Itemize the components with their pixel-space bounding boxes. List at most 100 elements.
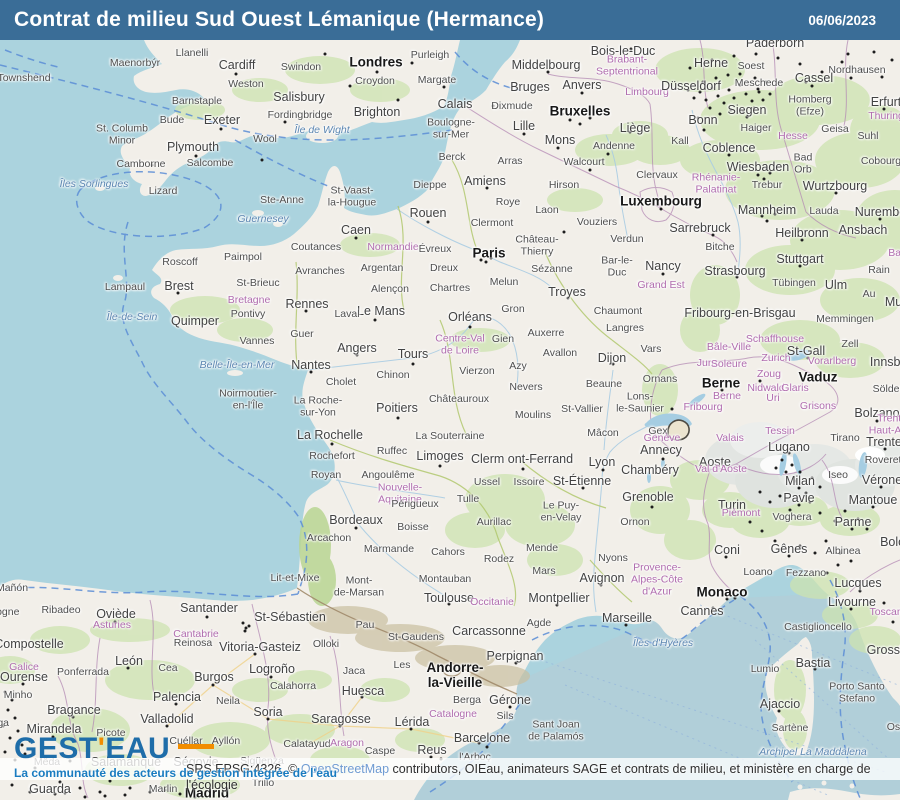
logo-apostrophe: ': [97, 732, 106, 765]
map-label: St-Sébastien: [254, 610, 326, 624]
map-label: Iseo: [828, 469, 848, 482]
map-label: Schaffhouse: [745, 333, 805, 346]
map-dot: [6, 708, 10, 712]
map-dot: [126, 666, 130, 670]
map-label: Mâcon: [587, 427, 619, 440]
map-dot: [588, 116, 592, 120]
map-label: Valais: [716, 432, 744, 445]
map-label: Vorarlberg: [807, 355, 857, 368]
map-label: Hirson: [548, 179, 580, 192]
map-dot: [484, 260, 488, 264]
map-label: Bâle-Ville: [706, 341, 752, 354]
map-label: Périgueux: [391, 498, 439, 511]
map-dot: [348, 84, 352, 88]
map-dot: [556, 146, 560, 150]
map-label: St-Vaast- la-Hougue: [327, 184, 377, 208]
map-label: La Roche- sur-Yon: [293, 394, 343, 418]
map-dot: [702, 128, 706, 132]
map-dot: [710, 86, 714, 90]
map-dot: [375, 70, 379, 74]
map-dot: [768, 500, 772, 504]
map-dot: [578, 122, 582, 126]
map-label: Lit-et-Mixe: [270, 572, 320, 585]
map-dot: [872, 50, 876, 54]
map-label: St-Brieuc: [236, 277, 280, 290]
map-dot: [871, 505, 875, 509]
logo-eau: EAU: [105, 732, 171, 765]
map-dot: [489, 256, 493, 260]
map-label: Wool: [253, 133, 277, 146]
map-label: Gron: [501, 303, 525, 316]
map-label: Royan: [310, 469, 342, 482]
map-dot: [711, 606, 715, 610]
map-label: Vars: [640, 343, 662, 356]
map-label: Cantabrie: [173, 628, 219, 641]
map-dot: [797, 486, 801, 490]
map-label: Swindon: [280, 61, 322, 74]
map-dot: [148, 790, 152, 794]
map-dot: [787, 554, 791, 558]
map-dot: [354, 236, 358, 240]
belle-ile-island: [227, 370, 243, 376]
map-label: Albinea: [825, 545, 861, 558]
map-dot: [163, 788, 167, 792]
map-label: Îles Sorlingues: [59, 178, 129, 191]
map-dot: [858, 589, 862, 593]
map-dot: [748, 520, 752, 524]
map-label: Mons: [544, 133, 576, 147]
map-dot: [787, 451, 791, 455]
map-label: Beaune: [585, 378, 623, 391]
map-label: Grand Est: [637, 279, 685, 292]
map-dot: [241, 621, 245, 625]
logo-orange-dash: [178, 744, 215, 749]
map-label: Chambéry: [621, 463, 679, 477]
map-dot: [485, 745, 489, 749]
map-dot: [51, 735, 55, 739]
map-label: Ornans: [642, 373, 678, 386]
map-dot: [396, 98, 400, 102]
map-dot: [716, 94, 720, 98]
map-label: Alençon: [371, 283, 409, 296]
map-dot: [725, 597, 729, 601]
map-canvas[interactable]: Townshend Maenorbýr Llanelli Cardiff Swindon…: [0, 40, 900, 800]
map-label: Pau: [355, 619, 375, 632]
map-dot: [810, 476, 814, 480]
country-borders: [57, 40, 900, 799]
map-label: Tirano: [830, 432, 860, 445]
map-dot: [780, 458, 784, 462]
landes-forest: [299, 507, 336, 606]
map-dot: [606, 152, 610, 156]
map-label: Lizard: [148, 185, 178, 198]
map-dot: [266, 717, 270, 721]
openstreetmap-link[interactable]: OpenStreetMap: [300, 762, 390, 776]
contract-area-polygon[interactable]: [667, 419, 690, 441]
map-dot: [599, 583, 603, 587]
map-label: Uri: [766, 392, 780, 405]
map-dot: [836, 563, 840, 567]
map-label: Jura: [696, 357, 718, 370]
map-dot: [742, 589, 746, 593]
map-label: Sölden: [872, 383, 900, 396]
map-label: Oviède: [96, 607, 136, 621]
map-label: Arras: [497, 155, 523, 168]
map-label: Limbourg: [625, 86, 669, 99]
map-dot: [726, 73, 730, 77]
map-label: Exeter: [203, 113, 241, 127]
map-label: Zell: [841, 338, 859, 351]
map-dot: [330, 442, 334, 446]
map-dot: [704, 98, 708, 102]
map-label: Purleigh: [410, 49, 450, 62]
map-dot: [810, 84, 814, 88]
map-dot: [733, 596, 737, 600]
map-label: Le Mans: [357, 304, 405, 318]
map-label: Évreux: [418, 243, 452, 256]
map-dot: [78, 786, 82, 790]
map-dot: [28, 739, 32, 743]
map-dot: [338, 724, 342, 728]
map-dot: [774, 466, 778, 470]
map-label: Normandie: [367, 241, 419, 254]
map-dot: [761, 98, 765, 102]
map-dot: [790, 463, 794, 467]
attribution: SRS EPSG:4326, © OpenStreetMap contribut…: [0, 761, 876, 794]
